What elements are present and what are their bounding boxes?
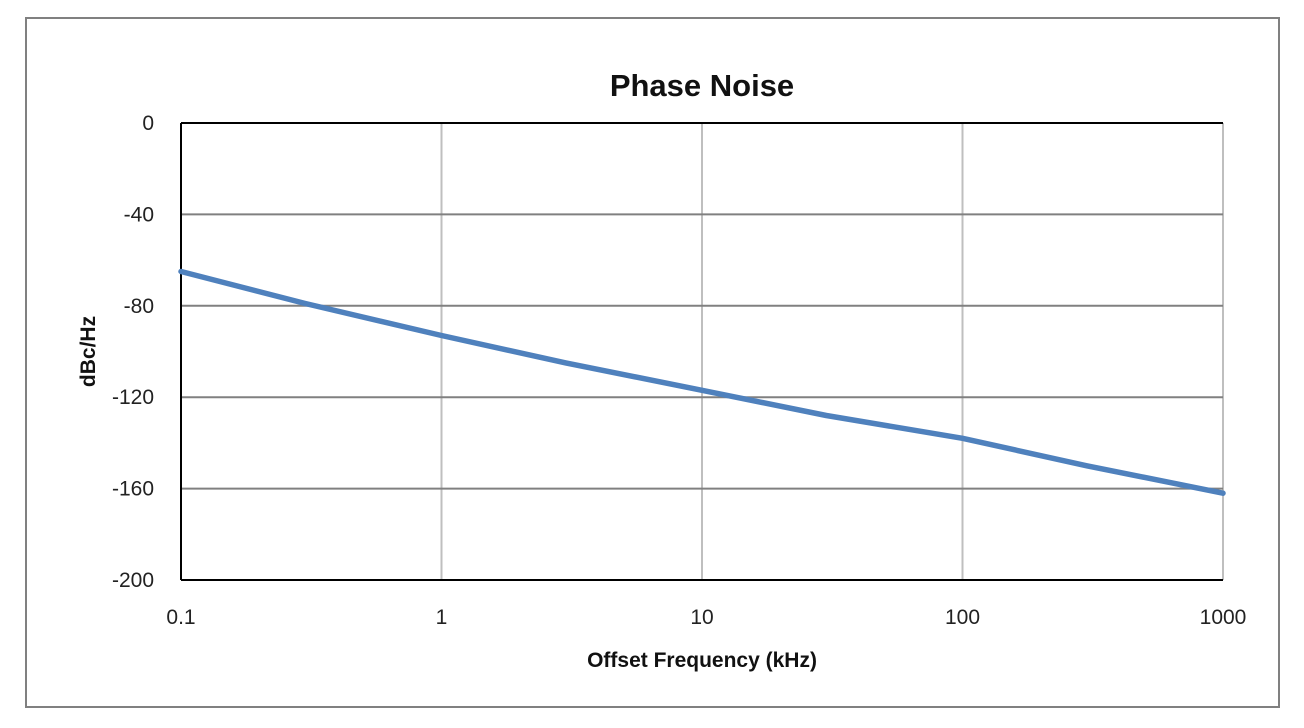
series-layer (178, 268, 1226, 496)
phase-noise-chart: 0 -40 -80 -120 -160 -200 0.1 1 10 100 1000 Phase … (77, 68, 1246, 672)
y-tick-label: -200 (112, 569, 154, 592)
x-tick-labels: 0.1 1 10 100 1000 (166, 606, 1246, 629)
x-tick-label: 10 (690, 606, 713, 629)
y-tick-label: 0 (142, 112, 154, 135)
y-tick-labels: 0 -40 -80 -120 -160 -200 (112, 112, 154, 592)
chart-title: Phase Noise (610, 68, 794, 103)
y-tick-label: -120 (112, 386, 154, 409)
x-tick-label: 1000 (1200, 606, 1247, 629)
phase-noise-series-line (178, 268, 1226, 496)
x-tick-label: 0.1 (166, 606, 195, 629)
x-tick-label: 1 (436, 606, 448, 629)
grid-layer (180, 122, 1224, 581)
chart-frame: 0 -40 -80 -120 -160 -200 0.1 1 10 100 1000 Phase … (25, 17, 1280, 708)
y-tick-label: -40 (124, 203, 154, 226)
x-axis-title: Offset Frequency (kHz) (587, 649, 817, 672)
y-tick-label: -80 (124, 295, 154, 318)
x-tick-label: 100 (945, 606, 980, 629)
y-tick-label: -160 (112, 478, 154, 501)
y-axis-title: dBc/Hz (77, 316, 100, 387)
